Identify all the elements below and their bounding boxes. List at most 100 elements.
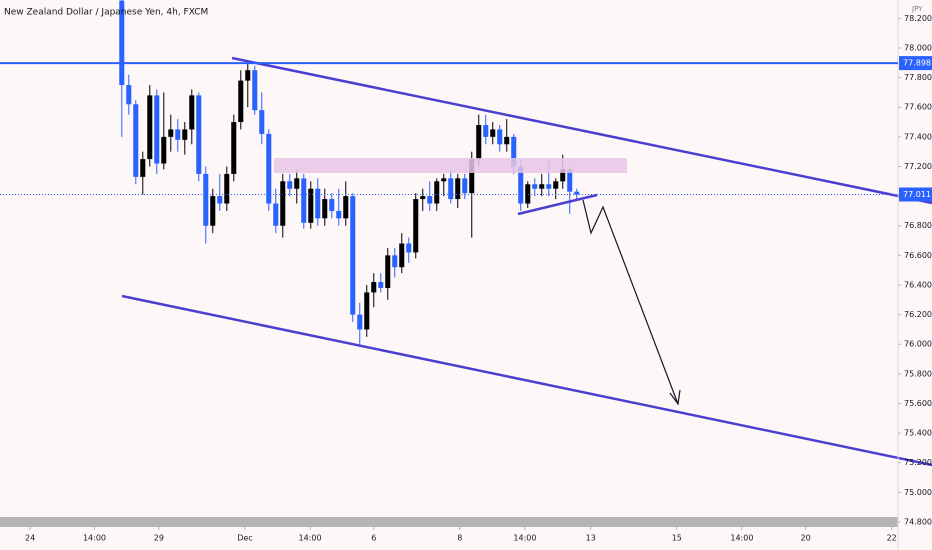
candle-body [483,125,489,137]
candle-body [294,178,300,189]
candle-body [315,188,321,219]
x-tick-label: 20 [801,534,811,543]
candle-body [203,173,209,226]
candle-body [350,196,356,315]
candle-body [175,129,181,140]
candle-body [147,95,153,160]
x-tick-label: 6 [371,534,376,543]
candle-body [476,125,482,160]
candle-body [462,178,468,194]
candle-body [301,178,307,223]
y-tick-label: 76.800 [904,221,932,230]
candle-body [231,122,237,174]
candle-body [518,166,524,204]
currency-label: JPY [911,5,923,13]
candle-body [385,255,391,288]
candle-body [371,282,377,293]
candle-body [574,191,580,195]
candle-body [539,184,545,189]
y-tick-label: 77.400 [904,132,932,141]
time-scale-bar [0,517,898,527]
candle-body [259,110,265,134]
y-tick-label: 76.400 [904,280,932,289]
x-tick-label: 29 [154,534,164,543]
resistance-zone [274,158,627,173]
candle-body [413,199,419,253]
candle-body [441,178,447,182]
candle-body [448,178,454,200]
candle-body [210,196,216,226]
price-label-box [899,56,932,71]
y-tick-label: 75.000 [904,488,932,497]
candle-body [154,95,160,164]
x-tick-label: 8 [457,534,462,543]
candle-body [336,210,342,219]
candle-body [392,255,398,268]
lower-trendline [121,294,932,467]
candle-body [553,181,559,189]
x-tick-label: 15 [672,534,682,543]
y-tick-label: 75.800 [904,369,932,378]
candle-body [273,203,279,226]
candle-body [266,133,272,204]
candle-body [224,173,230,204]
y-tick-label: 74.800 [904,518,932,527]
candle-body [119,0,125,86]
x-tick-label: Dec [237,534,252,543]
candle-body [378,282,384,288]
candle-body [497,129,503,145]
candle-body [133,104,139,177]
arrow-head [669,389,681,406]
candle-body [567,169,573,192]
candle-body [196,95,202,174]
candle-body [490,129,496,137]
candle-body [217,196,223,204]
candle-body [252,70,258,111]
candle-body [364,292,370,330]
candle-body [280,181,286,226]
y-tick-label: 75.200 [904,458,932,467]
y-tick-label: 76.600 [904,251,932,260]
candle-body [168,129,174,137]
price-label: 77.898 [903,59,931,68]
candle-body [140,159,146,177]
candle-body [469,159,475,194]
x-tick-label: 22 [887,534,897,543]
x-tick-label: 13 [586,534,596,543]
candle-body [343,196,349,219]
candle-body [434,181,440,204]
candle-body [238,80,244,123]
candle-body [420,196,426,200]
y-tick-label: 77.600 [904,103,932,112]
candle-body [525,184,531,204]
candle-body [427,196,433,204]
y-tick-label: 75.600 [904,399,932,408]
y-tick-label: 76.000 [904,340,932,349]
price-label-box [899,187,932,202]
candle-body [504,136,510,145]
x-tick-label: 24 [25,534,35,543]
candle-body [329,199,335,211]
candle-body [511,136,517,167]
candle-body [126,85,132,105]
candle-body [399,243,405,268]
projection-arrow [582,199,679,405]
y-tick-label: 78.000 [904,43,932,52]
candle-body [406,243,412,253]
candle-body [161,136,167,164]
y-tick-label: 77.800 [904,73,932,82]
support-line [517,193,598,216]
price-label: 77.011 [903,190,931,199]
y-tick-label: 77.200 [904,162,932,171]
candle-body [189,95,195,130]
y-tick-label: 76.200 [904,310,932,319]
candle-body [308,188,314,223]
candle-body [322,199,328,219]
candle-body [357,314,363,330]
candle-body [245,70,251,81]
candle-body [560,169,566,182]
x-tick-label: 14:00 [513,534,536,543]
